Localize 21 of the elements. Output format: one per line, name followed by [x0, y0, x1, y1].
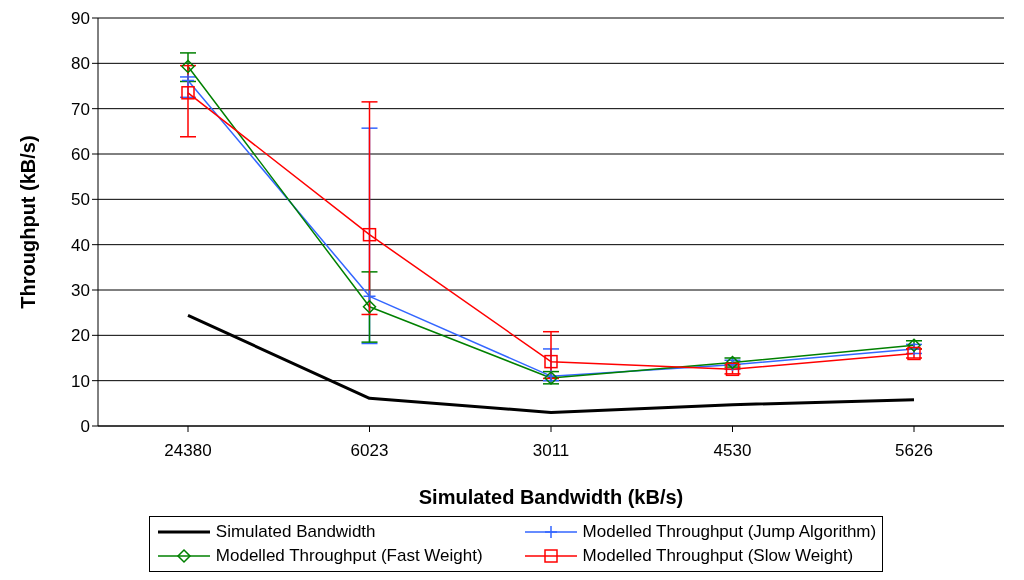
y-tick-label: 20 — [71, 326, 90, 346]
legend-label: Simulated Bandwidth — [215, 521, 376, 543]
y-tick-label: 30 — [71, 281, 90, 301]
y-tick-label: 70 — [71, 99, 90, 119]
y-tick-label: 80 — [71, 54, 90, 74]
legend-label: Modelled Throughput (Fast Weight) — [215, 545, 483, 567]
y-tick-label: 10 — [71, 371, 90, 391]
x-tick-label: 24380 — [164, 441, 212, 461]
x-tick-label: 3011 — [532, 441, 570, 461]
x-tick-label: 4530 — [713, 441, 752, 461]
y-tick-label: 0 — [80, 417, 90, 437]
y-axis-title: Throughput (kB/s) — [17, 135, 40, 309]
y-tick-label: 40 — [71, 235, 90, 255]
y-tick-label: 90 — [71, 9, 90, 29]
legend-label: Modelled Throughput (Jump Algorithm) — [582, 521, 877, 543]
x-tick-label: 6023 — [350, 441, 389, 461]
x-axis-title: Simulated Bandwidth (kB/s) — [418, 486, 684, 508]
y-tick-label: 50 — [71, 190, 90, 210]
y-tick-label: 60 — [71, 145, 90, 165]
x-tick-label: 5626 — [895, 441, 933, 461]
legend-label: Modelled Throughput (Slow Weight) — [582, 545, 854, 567]
